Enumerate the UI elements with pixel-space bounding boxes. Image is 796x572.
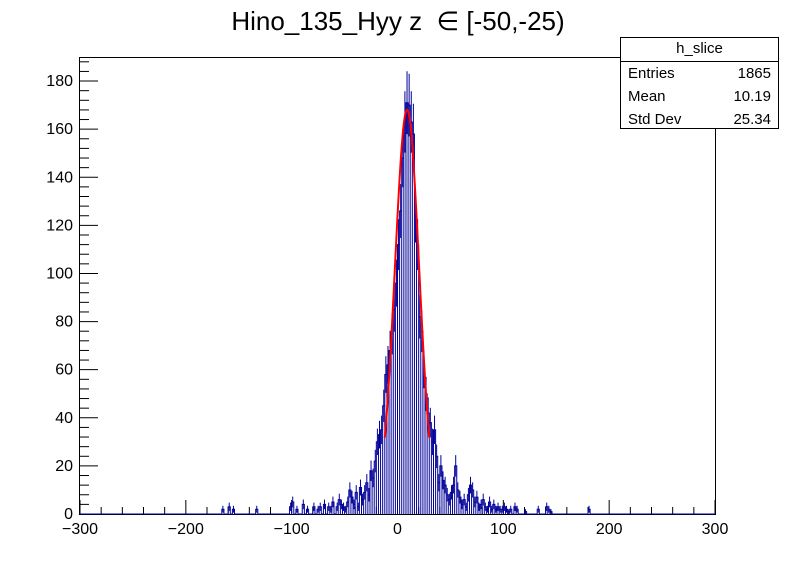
x-tick-label: 200 bbox=[596, 521, 623, 538]
x-tick-label: −200 bbox=[168, 521, 204, 538]
x-tick-label: 100 bbox=[490, 521, 517, 538]
stats-box: h_slice Entries 1865 Mean 10.19 Std Dev … bbox=[620, 37, 779, 129]
stats-mean-label: Mean bbox=[628, 88, 666, 105]
y-tick-label: 160 bbox=[46, 121, 73, 138]
y-tick-label: 40 bbox=[55, 410, 73, 427]
axis-tick-labels: −300 −200 −100 0 100 200 300 0 20 40 60 80 100 120 140… bbox=[46, 73, 728, 538]
stats-entries-value: 1865 bbox=[737, 65, 771, 82]
y-tick-label: 80 bbox=[55, 314, 73, 331]
stats-mean-value: 10.19 bbox=[733, 88, 771, 105]
stats-entries-label: Entries bbox=[628, 65, 675, 82]
y-tick-label: 120 bbox=[46, 217, 73, 234]
y-tick-label: 60 bbox=[55, 362, 73, 379]
y-tick-label: 180 bbox=[46, 73, 73, 90]
gaussian-fit-line bbox=[383, 108, 431, 438]
plot-frame bbox=[79, 57, 716, 515]
stats-row-mean: Mean 10.19 bbox=[621, 85, 778, 108]
histogram-bars bbox=[80, 71, 715, 515]
fit-curve bbox=[383, 108, 431, 438]
y-tick-label: 100 bbox=[46, 265, 73, 282]
chart-title: Hino_135_Hyy z ∈ [-50,-25) bbox=[231, 6, 565, 36]
y-tick-label: 140 bbox=[46, 169, 73, 186]
stats-stddev-value: 25.34 bbox=[733, 111, 771, 128]
y-tick-label: 20 bbox=[55, 458, 73, 475]
stats-row-stddev: Std Dev 25.34 bbox=[621, 108, 778, 131]
stats-row-entries: Entries 1865 bbox=[621, 62, 778, 85]
stats-stddev-label: Std Dev bbox=[628, 111, 682, 128]
x-tick-label: 0 bbox=[393, 521, 402, 538]
x-tick-label: 300 bbox=[702, 521, 729, 538]
y-tick-label: 0 bbox=[64, 506, 73, 523]
histogram-outline bbox=[80, 102, 715, 515]
x-tick-label: −300 bbox=[62, 521, 98, 538]
stats-box-title: h_slice bbox=[621, 38, 778, 62]
x-tick-label: −100 bbox=[274, 521, 310, 538]
